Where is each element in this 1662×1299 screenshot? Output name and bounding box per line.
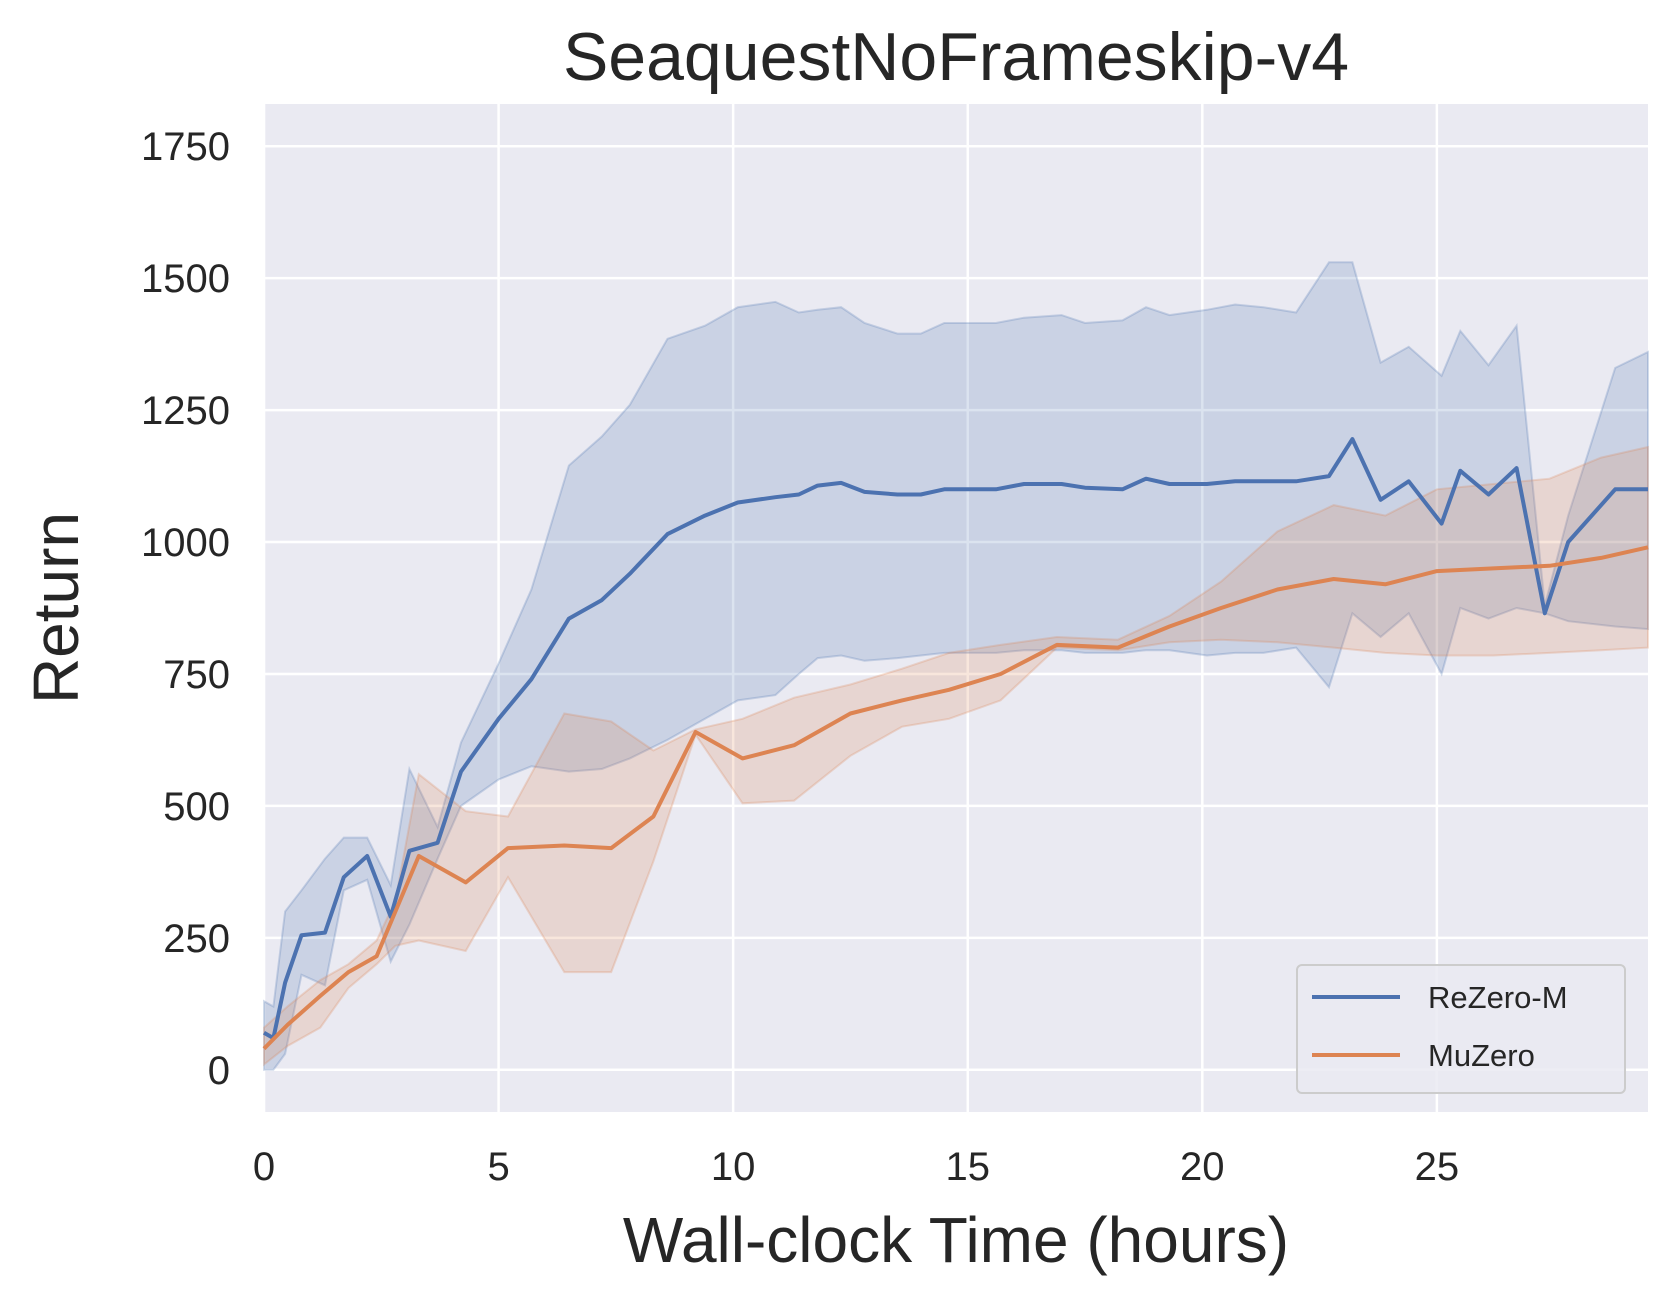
y-tick-labels: 0 250 500 750 1000 1250 1500 1750 [141, 125, 230, 1093]
y-tick-label: 0 [208, 1049, 230, 1093]
band-rezero-m [263, 261, 1649, 1071]
grid-lines [262, 104, 1648, 1112]
y-tick-label: 1500 [141, 257, 230, 301]
x-tick-label: 20 [1180, 1145, 1225, 1189]
y-tick-label: 1250 [141, 389, 230, 433]
confidence-bands [263, 261, 1649, 1071]
y-tick-label: 500 [163, 785, 230, 829]
legend: ReZero-M MuZero [1296, 964, 1626, 1094]
series-lines [262, 437, 1649, 1051]
y-axis-label: Return [20, 512, 92, 704]
y-tick-label: 1000 [141, 521, 230, 565]
x-tick-label: 10 [711, 1145, 756, 1189]
y-tick-label: 250 [163, 917, 230, 961]
y-tick-label: 750 [163, 653, 230, 697]
x-tick-label: 5 [487, 1145, 509, 1189]
legend-label-muzero: MuZero [1428, 1038, 1535, 1073]
x-tick-label: 15 [945, 1145, 990, 1189]
x-tick-label: 25 [1415, 1145, 1460, 1189]
x-tick-label: 0 [253, 1145, 275, 1189]
x-axis-label: Wall-clock Time (hours) [623, 1204, 1289, 1276]
plot-background [264, 104, 1648, 1112]
line-rezero-m [263, 437, 1648, 1041]
x-tick-labels: 0 5 10 15 20 25 [253, 1145, 1459, 1189]
legend-label-rezero-m: ReZero-M [1428, 980, 1568, 1015]
y-tick-label: 1750 [141, 125, 230, 169]
band-muzero [263, 445, 1649, 1067]
line-muzero [262, 545, 1649, 1051]
chart-title: SeaquestNoFrameskip-v4 [563, 19, 1349, 95]
